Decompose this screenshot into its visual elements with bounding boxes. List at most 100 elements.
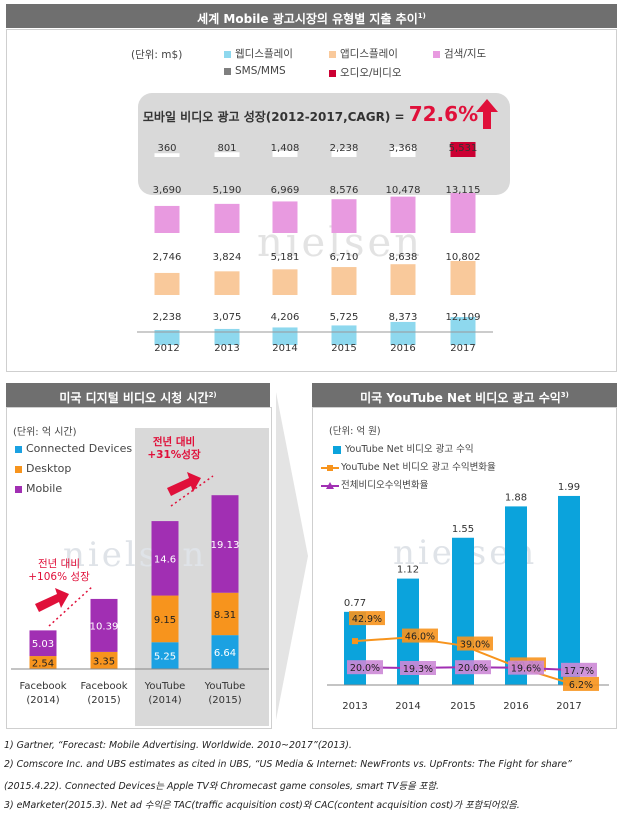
legend-swatch	[333, 445, 341, 454]
bar-segment	[390, 196, 416, 233]
bar-segment	[29, 656, 57, 669]
data-label: 3,824	[213, 252, 242, 263]
top-legend-search: 검색/지도	[433, 46, 486, 61]
chevron-right-icon	[276, 392, 308, 720]
data-label: 10,802	[446, 252, 481, 263]
right-legend-line1: YouTube Net 비디오 광고 수익변화율	[321, 459, 496, 473]
top-title-footnote-ref: 1)	[417, 12, 426, 20]
legend-swatch	[224, 50, 231, 58]
legend-label: Connected Devices	[26, 442, 133, 455]
left-title-footnote-ref: 2)	[208, 391, 217, 399]
left-chart-panel: nielsen (단위: 억 시간) Connected Devices Des…	[6, 407, 272, 729]
data-label: 3,690	[153, 185, 182, 196]
legend-swatch	[329, 69, 336, 77]
data-label: 8,373	[389, 312, 418, 323]
fb-growth-dotted-line	[48, 585, 94, 627]
line-label-bg	[457, 636, 493, 651]
top-chart-panel: nielsen (단위: m$) 웹디스플레이 앱디스플레이 검색/지도 SMS…	[6, 29, 617, 372]
bar-segment	[151, 521, 179, 596]
data-label: 14.6	[154, 554, 176, 565]
x-tick-label: 2013	[342, 701, 367, 712]
bar-segment	[154, 272, 180, 295]
data-label: 1.55	[452, 524, 474, 535]
right-chart-header: 미국 YouTube Net 비디오 광고 수익3)	[312, 383, 617, 407]
footnote-2-cont: (2015.4.22). Connected Devices는 Apple TV…	[4, 781, 439, 792]
data-label: 5,181	[271, 252, 300, 263]
yt-growth-dotted-line	[170, 475, 214, 507]
line-label: 19.6%	[511, 664, 541, 675]
growth-banner-label: 모바일 비디오 광고 성장(2012-2017,CAGR) =	[142, 110, 409, 124]
legend-swatch	[329, 50, 336, 58]
data-label: 5,725	[330, 312, 359, 323]
data-label: 3.35	[93, 656, 115, 667]
x-tick-label: YouTube	[204, 681, 246, 692]
x-tick-label: 2012	[154, 343, 179, 354]
legend-label: 웹디스플레이	[235, 48, 293, 60]
x-tick-label: 2016	[390, 343, 415, 354]
legend-label: YouTube Net 비디오 광고 수익	[345, 444, 474, 455]
line-label: 19.3%	[403, 664, 433, 675]
legend-label: 검색/지도	[444, 48, 487, 60]
data-label: 8,638	[389, 252, 418, 263]
line-label-bg	[508, 660, 544, 675]
line-label-bg	[563, 676, 599, 691]
bar-segment-sms	[214, 152, 240, 157]
data-label: 2,746	[153, 252, 182, 263]
bar-segment	[90, 651, 118, 669]
legend-swatch	[433, 50, 440, 58]
growth-up-arrow-icon	[476, 99, 498, 129]
top-unit-label: (단위: m$)	[131, 49, 183, 61]
data-label: 8,576	[330, 185, 359, 196]
x-tick-label: Facebook	[20, 681, 67, 692]
line-label: 6.2%	[569, 680, 593, 691]
data-label: 13,115	[446, 185, 481, 196]
data-label: 5.03	[32, 639, 54, 650]
x-tick-label: 2015	[331, 343, 356, 354]
data-label: 12,109	[446, 312, 481, 323]
data-label: 10,478	[386, 185, 421, 196]
x-tick-label: 2014	[395, 701, 420, 712]
bar-segment	[90, 598, 118, 652]
data-label: 6,710	[330, 252, 359, 263]
line-label: 20.0%	[458, 663, 488, 674]
top-stacked-bar-chart: 2,238 2,746 3,690 360 2012 3,075 3,824 5,190 801…	[137, 142, 493, 354]
left-legend-mobile: Mobile	[15, 482, 62, 495]
left-legend-connected: Connected Devices	[15, 442, 132, 455]
data-label: 9.15	[154, 615, 176, 626]
data-label: 0.77	[344, 598, 366, 609]
legend-label: 전체비디오수익변화율	[341, 480, 429, 491]
data-label: 801	[217, 143, 236, 154]
right-combo-chart: 0.77 2013 1.12 2014 1.55 2015 1.88 2016 1.99 2017…	[327, 482, 609, 712]
growth-banner	[138, 93, 510, 195]
growth-banner-text: 모바일 비디오 광고 성장(2012-2017,CAGR) = 72.6%	[138, 102, 483, 126]
x-tick-label: 2013	[214, 343, 239, 354]
x-tick-label: 2014	[272, 343, 297, 354]
bar-segment	[151, 642, 179, 669]
bar-segment-sms	[450, 142, 476, 157]
data-label: 3,368	[389, 143, 418, 154]
bar-segment	[211, 495, 239, 593]
bar-segment	[331, 267, 357, 295]
right-chart-title: 미국 YouTube Net 비디오 광고 수익	[360, 391, 561, 405]
right-unit-label: (단위: 억 원)	[329, 426, 381, 437]
data-label: 6,969	[271, 185, 300, 196]
fb-growth-note: 전년 대비 +106% 성장	[17, 558, 101, 584]
bar-segment	[331, 325, 357, 345]
line-label: 39.0%	[460, 640, 490, 651]
bar-segment-sms	[272, 150, 298, 157]
x-tick-label: 2015	[450, 701, 475, 712]
line-label-bg	[402, 628, 438, 643]
yt-growth-note-line1: 전년 대비	[152, 436, 196, 448]
top-legend-web: 웹디스플레이	[224, 46, 293, 61]
bar-segment	[450, 193, 476, 233]
line-label: 20.0%	[350, 663, 380, 674]
data-label: 1,408	[271, 143, 300, 154]
x-tick-label: 2017	[450, 343, 475, 354]
data-label: 4,206	[271, 312, 300, 323]
left-chart-title: 미국 디지털 비디오 시청 시간	[59, 391, 209, 405]
bar-segment-sms	[390, 146, 416, 157]
bar-segment	[154, 205, 180, 233]
data-label: 5.25	[154, 652, 176, 663]
line-label-bg	[349, 611, 385, 626]
bar-segment	[272, 269, 298, 295]
